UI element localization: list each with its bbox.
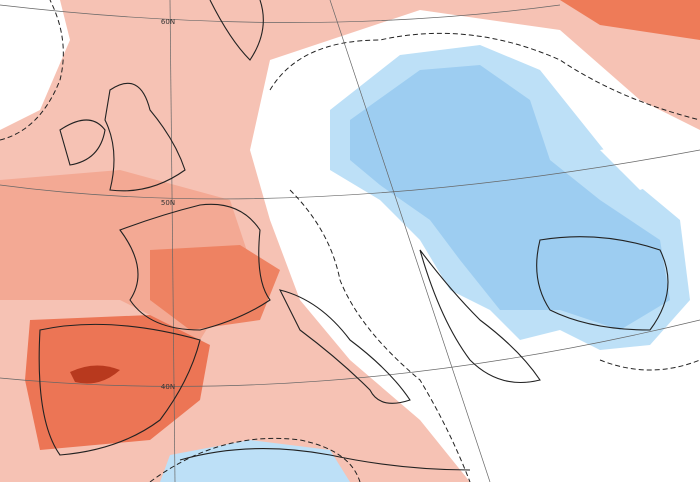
parallel-50n [0,149,700,200]
coastline-italy [278,289,411,404]
zero-contour [599,359,700,371]
latitude-label: 50N [161,199,175,207]
coastline-britain [104,82,186,192]
neutral-area [0,0,70,130]
zero-contour [0,0,64,141]
coastline-black-sea [536,236,669,331]
neutral-area [600,140,690,190]
parallel-40n [0,319,700,387]
coastline-ireland [59,119,106,166]
latitude-label: 60N [161,18,175,26]
warm-area-strong [25,315,210,450]
zero-contour [149,437,361,482]
warm-area-strong [560,0,700,40]
warm-area-strong [150,245,280,330]
parallel-60n [0,4,561,23]
coastline-scandinavia [209,0,264,61]
meridian [329,0,491,482]
meridian [169,0,176,482]
cold-area-strong [350,65,670,330]
coastline-france [119,203,271,331]
warm-core [70,365,120,384]
zero-contour [269,32,700,121]
latitude-label: 40N [161,383,175,391]
coastline-africa [179,448,471,471]
zero-contour [289,189,471,482]
coastline-iberia [38,323,201,456]
coastline-balkans [419,249,541,384]
